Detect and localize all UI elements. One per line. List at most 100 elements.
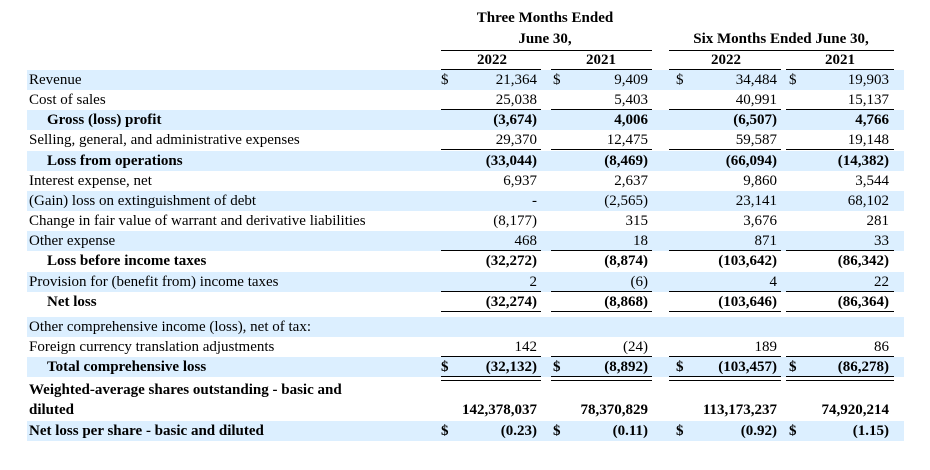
header-three-months-underline	[441, 50, 652, 51]
underline	[551, 149, 652, 150]
dollar-sign: $	[553, 423, 561, 439]
dollar-sign: $	[789, 359, 797, 375]
underline	[441, 109, 541, 110]
value-cell: 78,370,829	[580, 402, 649, 418]
value-cell: (66,094)	[725, 153, 777, 169]
underline	[551, 250, 652, 251]
underline	[551, 291, 652, 292]
row-shading	[27, 421, 904, 441]
dollar-sign: $	[553, 72, 561, 88]
value-cell: 86	[874, 339, 889, 355]
value-cell: 6,937	[503, 173, 537, 189]
underline	[441, 356, 541, 357]
table-row: Loss before income taxes (32,272) (8,874) (…	[0, 251, 930, 271]
value-cell: (8,177)	[493, 213, 537, 229]
underline	[786, 250, 894, 251]
underline	[786, 291, 894, 292]
dollar-sign: $	[441, 72, 449, 88]
value-cell: (32,272)	[485, 253, 537, 269]
row-shading	[27, 317, 904, 337]
col-header-3m-2021: 2021	[586, 52, 616, 68]
value-cell: (86,342)	[837, 253, 889, 269]
value-cell: 40,991	[735, 92, 777, 108]
dollar-sign: $	[789, 72, 797, 88]
value-cell: (32,132)	[485, 359, 537, 375]
underline	[669, 109, 781, 110]
table-row: Loss from operations (33,044) (8,469) (66,0…	[0, 151, 930, 171]
underline	[786, 356, 894, 357]
table-row: Interest expense, net 6,937 2,637 9,860 3,54…	[0, 171, 930, 191]
table-row: Net loss per share - basic and diluted $ (…	[0, 421, 930, 441]
header-three-months-line2: June 30,	[518, 31, 572, 47]
row-label: Net loss per share - basic and diluted	[29, 423, 264, 439]
value-cell: 59,587	[735, 132, 777, 148]
table-row: Net loss (32,274) (8,868) (103,646) (86,364)	[0, 292, 930, 312]
value-cell: (103,646)	[718, 294, 777, 310]
value-cell: 3,544	[855, 173, 889, 189]
value-cell: 4	[769, 274, 778, 290]
value-cell: 74,920,214	[821, 402, 890, 418]
underline	[669, 311, 781, 312]
row-shading	[27, 231, 904, 251]
double-underline	[551, 376, 652, 381]
value-cell: 4,766	[855, 112, 889, 128]
row-label: Loss before income taxes	[47, 253, 207, 269]
value-cell: 18	[633, 233, 648, 249]
dollar-sign: $	[553, 359, 561, 375]
col-header-underline-1	[441, 69, 541, 70]
underline	[551, 109, 652, 110]
row-label: Net loss	[47, 294, 97, 310]
value-cell: 9,860	[743, 173, 777, 189]
underline	[441, 149, 541, 150]
col-header-underline-4	[786, 69, 894, 70]
dollar-sign: $	[441, 359, 449, 375]
value-cell: (0.92)	[740, 423, 777, 439]
value-cell: 29,370	[495, 132, 537, 148]
double-underline	[441, 376, 541, 381]
value-cell: (0.11)	[612, 423, 648, 439]
value-cell: 12,475	[606, 132, 648, 148]
row-shading	[27, 357, 904, 377]
value-cell: (6,507)	[733, 112, 777, 128]
table-row: Cost of sales 25,038 5,403 40,991 15,137	[0, 90, 930, 110]
value-cell: 15,137	[847, 92, 889, 108]
value-cell: -	[532, 193, 537, 209]
table-row: Other comprehensive income (loss), net o…	[0, 317, 930, 337]
underline	[669, 149, 781, 150]
double-underline	[786, 376, 894, 381]
row-label: Cost of sales	[29, 92, 106, 108]
row-label: Revenue	[29, 72, 82, 88]
row-label: Loss from operations	[47, 153, 183, 169]
value-cell: 4,006	[614, 112, 648, 128]
underline	[551, 311, 652, 312]
row-label: Other comprehensive income (loss), net o…	[29, 319, 311, 335]
value-cell: 2,637	[614, 173, 648, 189]
value-cell: 189	[754, 339, 778, 355]
table-row: Weighted-average shares outstanding - ba…	[0, 380, 930, 420]
dollar-sign: $	[676, 72, 684, 88]
value-cell: (33,044)	[485, 153, 537, 169]
underline	[441, 311, 541, 312]
col-header-6m-2021: 2021	[825, 52, 855, 68]
value-cell: 22	[874, 274, 889, 290]
row-label-continued: diluted	[29, 402, 75, 418]
dollar-sign: $	[676, 359, 684, 375]
row-label: Change in fair value of warrant and deri…	[29, 213, 366, 229]
table-row: Change in fair value of warrant and deri…	[0, 211, 930, 231]
underline	[669, 356, 781, 357]
row-label: Gross (loss) profit	[47, 112, 162, 128]
row-shading	[27, 110, 904, 130]
dollar-sign: $	[676, 423, 684, 439]
value-cell: 3,676	[743, 213, 777, 229]
value-cell: (86,278)	[837, 359, 889, 375]
row-label: Foreign currency translation adjustments	[29, 339, 275, 355]
value-cell: 19,148	[847, 132, 889, 148]
value-cell: (32,274)	[485, 294, 537, 310]
col-header-underline-2	[551, 69, 652, 70]
row-label: Provision for (benefit from) income taxe…	[29, 274, 279, 290]
col-header-underline-3	[669, 69, 781, 70]
value-cell: 34,484	[735, 72, 777, 88]
underline	[441, 250, 541, 251]
value-cell: (8,868)	[604, 294, 648, 310]
